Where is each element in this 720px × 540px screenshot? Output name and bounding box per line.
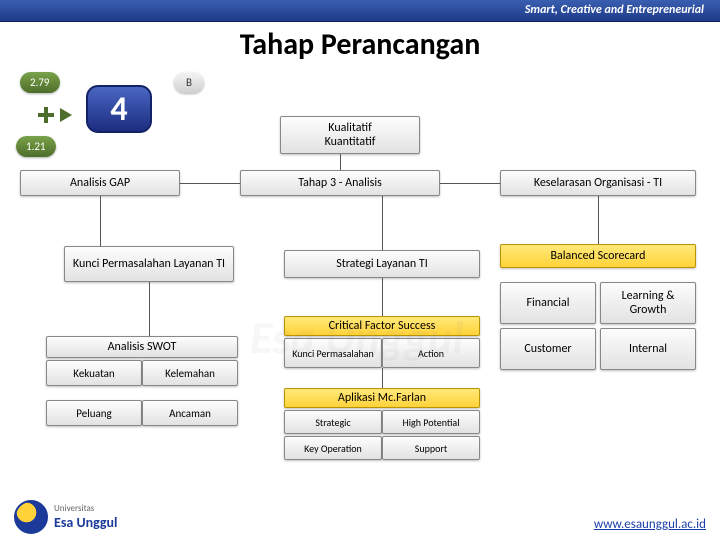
connector — [382, 368, 383, 388]
swot-cell: Peluang — [46, 400, 142, 426]
bsc-cell: Learning & Growth — [600, 282, 696, 324]
logo-pretitle: Universitas — [54, 503, 118, 514]
connector — [382, 278, 383, 316]
analisis-gap-box: Analisis GAP — [20, 170, 180, 196]
swot-cell: Ancaman — [142, 400, 238, 426]
kuantitatif-label: Kuantitatif — [281, 135, 419, 149]
cfs-cell: Action — [382, 338, 480, 368]
top-banner: Smart, Creative and Entrepreneurial — [0, 0, 720, 22]
page-title: Tahap Perancangan — [0, 26, 720, 63]
mcfarlan-cell: High Potential — [382, 410, 480, 434]
swot-header: Analisis SWOT — [46, 336, 238, 358]
connector — [382, 196, 383, 250]
mcfarlan-header: Aplikasi Mc.Farlan — [284, 388, 480, 408]
kunci-permasalahan-box: Kunci Permasalahan Layanan TI — [64, 246, 234, 282]
connector — [100, 196, 101, 246]
mcfarlan-cell: Strategic — [284, 410, 382, 434]
connector — [440, 183, 500, 184]
mcfarlan-cell: Key Operation — [284, 436, 382, 460]
balanced-scorecard-header: Balanced Scorecard — [500, 244, 696, 268]
result-box: 4 — [86, 85, 152, 133]
bsc-cell: Customer — [500, 328, 596, 370]
connector — [149, 282, 150, 336]
letter-pill: B — [174, 72, 204, 93]
tahap3-analisis-box: Tahap 3 - Analisis — [240, 170, 440, 196]
value-pill-top: 2.79 — [20, 72, 60, 93]
strategi-layanan-box: Strategi Layanan TI — [284, 250, 480, 278]
plus-icon — [38, 107, 54, 123]
keselarasan-box: Keselarasan Organisasi - TI — [500, 170, 696, 196]
swot-cell: Kekuatan — [46, 360, 142, 386]
kualitatif-kuantitatif-box: Kualitatif Kuantitatif — [280, 116, 420, 154]
bsc-cell: Financial — [500, 282, 596, 324]
logo-mark-icon — [14, 500, 48, 534]
value-pill-bottom: 1.21 — [16, 136, 56, 157]
university-logo: Universitas Esa Unggul — [14, 500, 118, 534]
cfs-cell: Kunci Permasalahan — [284, 338, 382, 368]
logo-title: Esa Unggul — [54, 514, 118, 531]
mcfarlan-cell: Support — [382, 436, 480, 460]
cfs-header: Critical Factor Success — [284, 316, 480, 336]
connector — [180, 183, 240, 184]
kualitatif-label: Kualitatif — [281, 121, 419, 135]
connector — [598, 196, 599, 244]
swot-cell: Kelemahan — [142, 360, 238, 386]
footer-url-link[interactable]: www.esaunggul.ac.id — [594, 517, 706, 532]
bsc-cell: Internal — [600, 328, 696, 370]
connector — [340, 154, 341, 170]
arrow-right-icon — [60, 108, 72, 122]
